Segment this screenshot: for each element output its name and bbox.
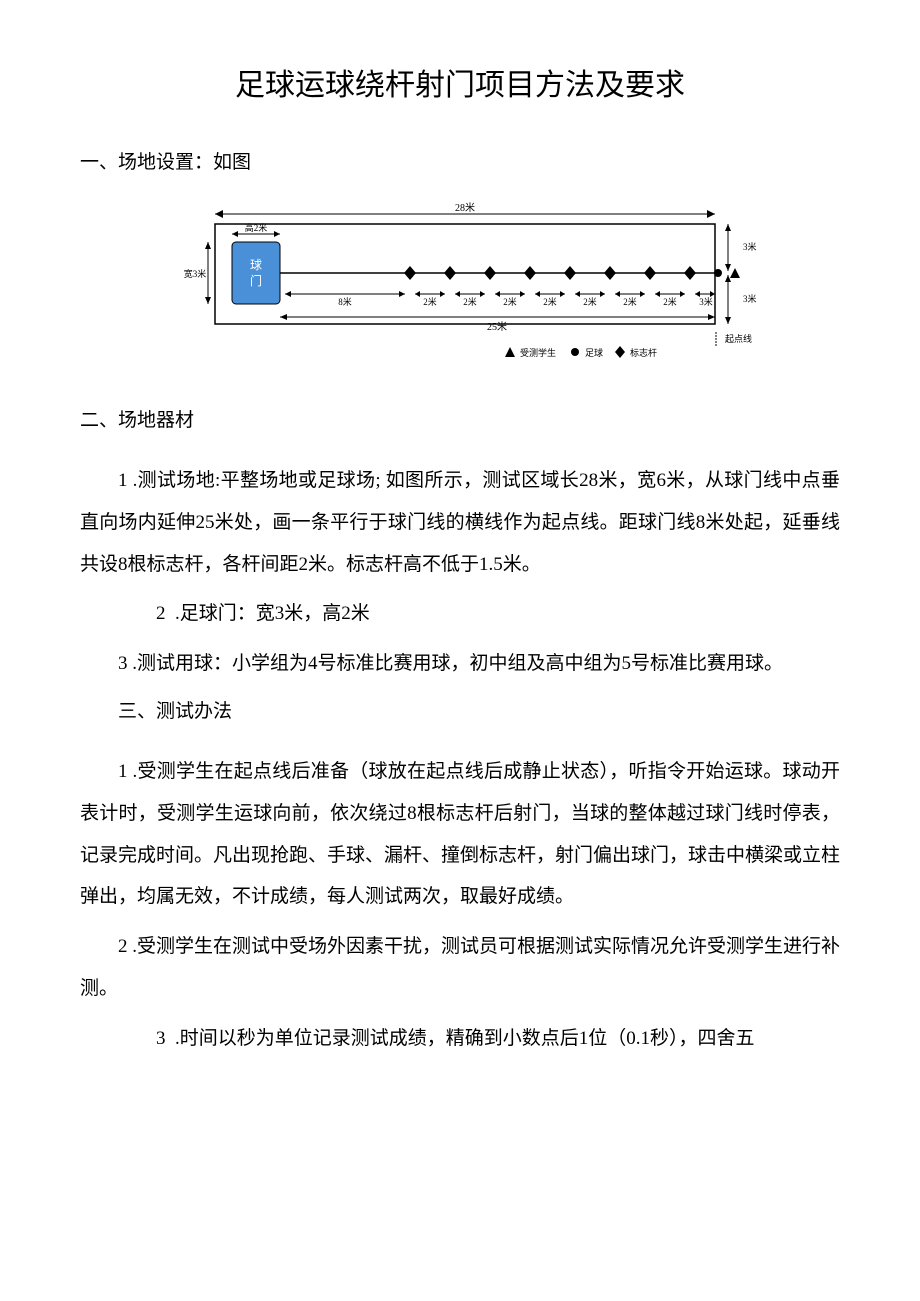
- student-marker: [730, 268, 740, 278]
- svg-text:3米: 3米: [699, 296, 713, 307]
- svg-text:起点线: 起点线: [725, 333, 752, 344]
- svg-text:25米: 25米: [487, 320, 507, 333]
- legend: 受测学生 足球 标志杆: [505, 346, 657, 358]
- svg-text:足球: 足球: [585, 347, 603, 358]
- section-2-item-2: 2.足球门：宽3米，高2米: [80, 593, 840, 635]
- svg-text:2米: 2米: [583, 296, 597, 307]
- svg-text:3米: 3米: [743, 241, 757, 252]
- dim-28m: 28米: [455, 202, 475, 214]
- field-diagram: 28米 高2米 球 门 宽3米: [80, 202, 840, 372]
- svg-text:8米: 8米: [338, 296, 352, 307]
- section-1-heading: 一、场地设置：如图: [80, 144, 840, 182]
- dim-width-3m: 宽3米: [184, 268, 207, 279]
- svg-text:2米: 2米: [623, 296, 637, 307]
- svg-text:2米: 2米: [663, 296, 677, 307]
- section-3-heading: 三、测试办法: [80, 693, 840, 731]
- section-2-item-1: 1 .测试场地:平整场地或足球场; 如图所示，测试区域长28米，宽6米，从球门线…: [80, 460, 840, 585]
- goal-label-2: 门: [250, 273, 262, 288]
- svg-text:2米: 2米: [503, 296, 517, 307]
- svg-text:标志杆: 标志杆: [630, 347, 657, 358]
- goal-label-1: 球: [250, 258, 262, 272]
- section-3-item-1: 1 .受测学生在起点线后准备（球放在起点线后成静止状态），听指令开始运球。球动开…: [80, 751, 840, 918]
- svg-text:2米: 2米: [543, 296, 557, 307]
- ball-marker: [714, 269, 722, 277]
- section-2-heading: 二、场地器材: [80, 402, 840, 440]
- dim-height-2m: 高2米: [245, 222, 268, 233]
- document-title: 足球运球绕杆射门项目方法及要求: [80, 60, 840, 104]
- section-2-item-3: 3 .测试用球：小学组为4号标准比赛用球，初中组及高中组为5号标准比赛用球。: [80, 643, 840, 685]
- section-3-item-3: 3.时间以秒为单位记录测试成绩，精确到小数点后1位（0.1秒），四舍五: [80, 1018, 840, 1060]
- svg-text:2米: 2米: [423, 296, 437, 307]
- section-3-item-2: 2 .受测学生在测试中受场外因素干扰，测试员可根据测试实际情况允许受测学生进行补…: [80, 926, 840, 1010]
- svg-text:3米: 3米: [743, 293, 757, 304]
- svg-text:2米: 2米: [463, 296, 477, 307]
- svg-text:受测学生: 受测学生: [520, 347, 556, 358]
